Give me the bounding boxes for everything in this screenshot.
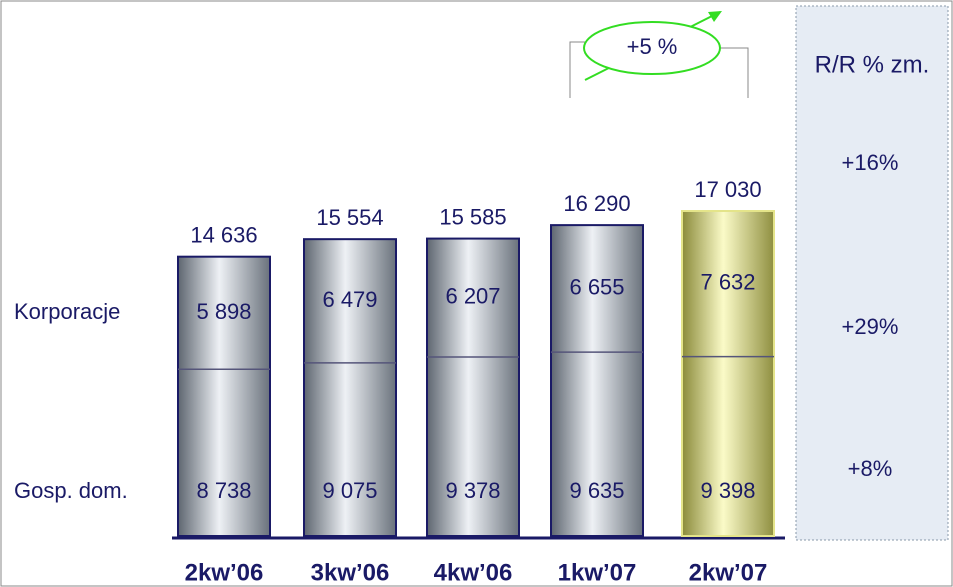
value-label: 7 632 — [700, 270, 755, 295]
annotation-arrowhead — [708, 11, 722, 22]
bar-segment — [427, 238, 519, 358]
yoy-title: R/R % zm. — [815, 51, 930, 78]
bar-segment — [178, 256, 270, 370]
annotation-bracket — [569, 41, 749, 98]
value-label: 6 479 — [322, 287, 377, 312]
x-tick-label: 2kw’07 — [689, 559, 768, 586]
bar-segment — [427, 357, 519, 536]
bar-segment — [304, 362, 396, 536]
bar-outline — [681, 210, 775, 537]
bar-segment — [551, 225, 643, 353]
bar-segment — [551, 352, 643, 536]
annotation: +5 % — [627, 34, 678, 59]
total-label: 15 554 — [316, 205, 383, 230]
value-label: 6 655 — [569, 274, 624, 299]
total-label: 14 636 — [190, 222, 257, 247]
yoy-label: +16% — [842, 150, 899, 175]
total-label: 16 290 — [563, 191, 630, 216]
x-tick-label: 1kw’07 — [558, 559, 637, 586]
value-label: 9 075 — [322, 478, 377, 503]
yoy-label: +29% — [842, 314, 899, 339]
value-label: 5 898 — [196, 299, 251, 324]
value-label: 9 378 — [445, 478, 500, 503]
bar-outline — [426, 237, 520, 538]
series-label: Gosp. dom. — [14, 478, 128, 503]
x-tick-label: 4kw’06 — [434, 559, 513, 586]
bar-outline — [177, 255, 271, 537]
series-label: Korporacje — [14, 299, 120, 324]
value-label: 9 635 — [569, 478, 624, 503]
yoy-panel — [795, 5, 949, 541]
value-label: 6 207 — [445, 284, 500, 309]
total-label: 17 030 — [694, 177, 761, 202]
bar-segment — [304, 239, 396, 363]
bar-outline — [550, 224, 644, 537]
value-label: 8 738 — [196, 478, 251, 503]
yoy-label: +8% — [848, 456, 893, 481]
annotation-ellipse — [583, 21, 721, 75]
x-tick-label: 3kw’06 — [311, 559, 390, 586]
x-tick-label: 2kw’06 — [185, 559, 264, 586]
bar-segment — [682, 211, 774, 357]
bar-outline — [303, 238, 397, 537]
bar-segment — [682, 356, 774, 536]
total-label: 15 585 — [439, 204, 506, 229]
value-label: 9 398 — [700, 478, 755, 503]
bar-segment — [178, 369, 270, 536]
